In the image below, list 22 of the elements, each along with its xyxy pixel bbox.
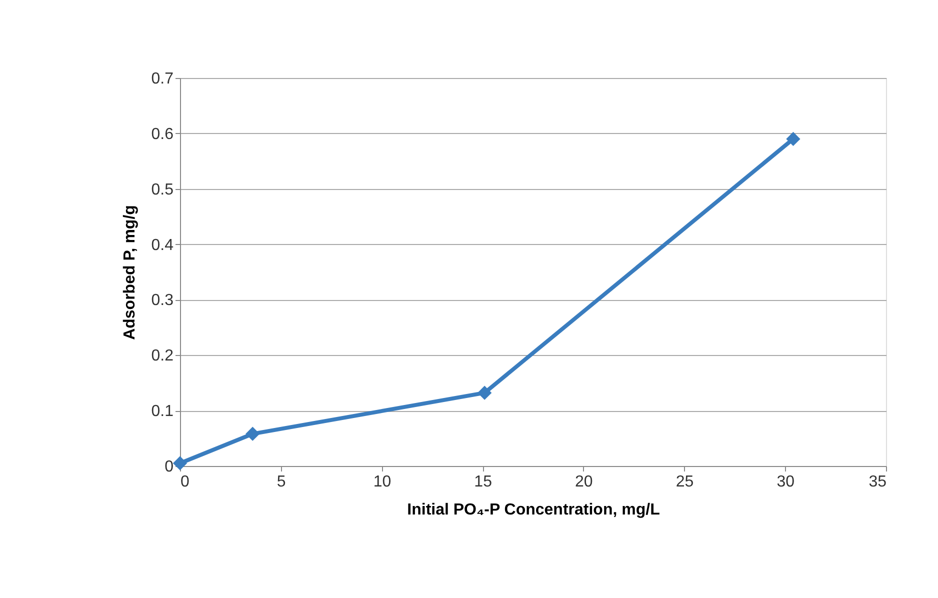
point [786, 132, 800, 146]
x-tick-label: 35 [868, 474, 887, 490]
y-tick-label: 0.5 [151, 181, 174, 198]
y-tick-label: 0.4 [151, 236, 174, 254]
x-tick-label: 15 [474, 474, 492, 490]
x-tick-label: 20 [575, 474, 593, 490]
y-tick-label: 0.3 [151, 292, 174, 310]
point [172, 456, 188, 470]
point [246, 426, 260, 441]
y-tick-label: 0.1 [151, 403, 174, 420]
x-tick-label: 30 [776, 474, 795, 490]
y-axis-title: Adsorbed P, mg/g [121, 205, 138, 340]
y-tick-label: 0.2 [151, 348, 174, 365]
y-tick-label: 0.6 [151, 126, 174, 143]
x-tick-label: 0 [180, 474, 190, 490]
x-tick-label: 10 [373, 474, 392, 490]
x-tick-label: 25 [676, 474, 694, 490]
point [478, 386, 492, 400]
y-tick-label: 0.7 [151, 70, 174, 88]
y-tick-label: 0 [164, 458, 174, 476]
x-axis-title: Initial PO₄-P Concentration, mg/L [407, 502, 660, 518]
x-tick-label: 5 [276, 474, 286, 490]
